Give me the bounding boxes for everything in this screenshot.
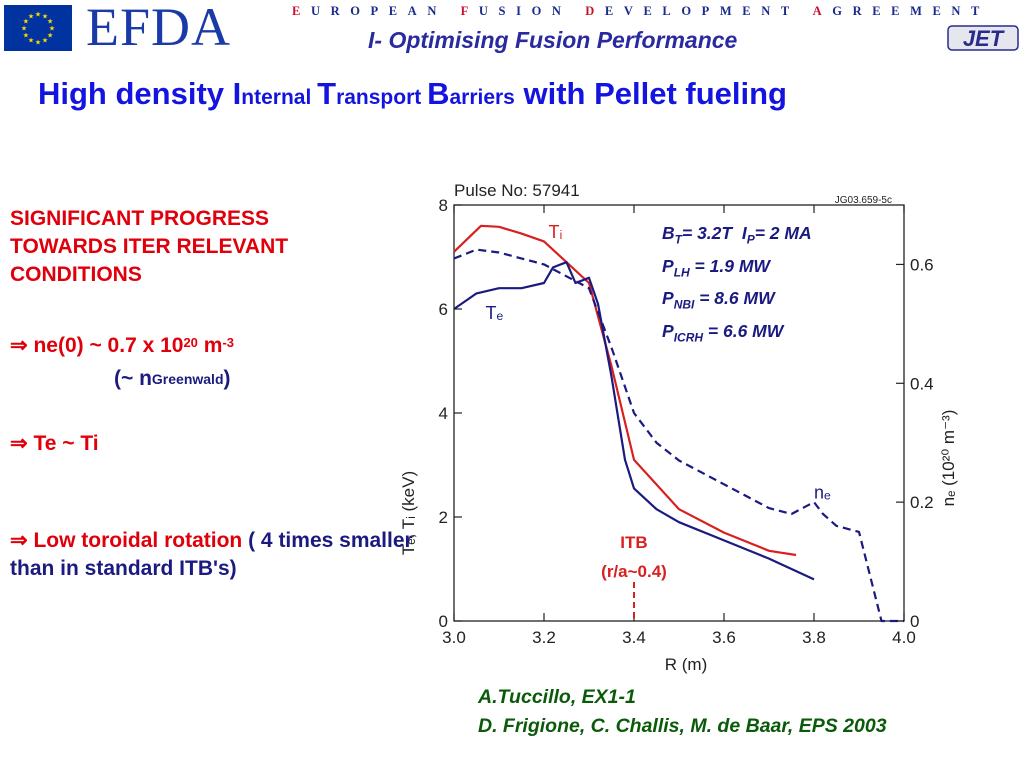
arrow-icon: ⇒ <box>10 432 28 455</box>
profile-chart: Pulse No: 57941 JG03.659-5c 3.0 3.2 3.4 3.6… <box>399 181 958 674</box>
efda-tagline: EUROPEAN FUSION DEVELOPMENT AGREEMENT <box>292 4 990 19</box>
y-axis-label: Tₑ, Tᵢ (keV) <box>399 471 418 555</box>
reference-line: D. Frigione, C. Challis, M. de Baar, EPS… <box>478 715 887 737</box>
y-tick-label: 6 <box>439 300 448 319</box>
slide-title: High density Internal Transport Barriers… <box>38 74 787 118</box>
title-part: B <box>427 76 450 111</box>
greenwald-open: (~ n <box>114 367 152 390</box>
progress-heading: SIGNIFICANT PROGRESS TOWARDS ITER RELEVA… <box>10 205 288 289</box>
greenwald-sub: Greenwald <box>151 371 224 387</box>
flag-star-icon: ★ <box>49 25 55 33</box>
tagline-initial: D <box>585 4 605 18</box>
unit-exponent: -3 <box>222 335 234 350</box>
progress-line: SIGNIFICANT PROGRESS <box>10 207 270 230</box>
title-part: I <box>232 76 242 111</box>
flag-star-icon: ★ <box>35 39 41 47</box>
greenwald-note: (~ nGreenwald) <box>114 365 231 393</box>
y2-axis-label: nₑ (10²⁰ m⁻³) <box>939 410 958 507</box>
flag-star-icon: ★ <box>47 32 53 40</box>
arrow-icon: ⇒ <box>10 529 28 552</box>
title-part: nternal <box>241 86 318 109</box>
tagline-initial: E <box>292 4 311 18</box>
jet-logo: JET <box>946 24 1020 52</box>
title-part: with Pellet fueling <box>514 76 787 111</box>
series-label-ne: nₑ <box>814 482 831 502</box>
flag-star-icon: ★ <box>47 18 53 26</box>
x-tick-label: 3.0 <box>442 628 466 647</box>
title-part: T <box>317 76 337 111</box>
param-bt-ip: BT= 3.2T IP= 2 MA <box>662 223 812 247</box>
chart-code: JG03.659-5c <box>835 195 892 206</box>
efda-logo: EFDA <box>86 0 232 57</box>
tagline-rest: EVELOPMENT <box>604 4 813 18</box>
series-line-2 <box>453 248 904 623</box>
tagline-rest: USION <box>478 4 586 18</box>
y2-tick-label: 0.6 <box>910 255 934 274</box>
eu-flag-icon: ★ ★ ★ ★ ★ ★ ★ ★ ★ ★ ★ ★ <box>4 5 72 51</box>
y-tick-label: 4 <box>439 404 448 423</box>
bullet-rotation: ⇒ Low toroidal rotation ( 4 times smalle… <box>10 527 430 583</box>
x-tick-label: 3.8 <box>802 628 826 647</box>
flag-star-icon: ★ <box>21 25 27 33</box>
title-part: High density <box>38 76 233 111</box>
tagline-initial: F <box>460 4 479 18</box>
tagline-rest: UROPEAN <box>310 4 461 18</box>
bullet-density-text: ne(0) ~ 0.7 x 10 <box>27 334 184 357</box>
bullet-temperature: ⇒ Te ~ Ti <box>10 430 99 458</box>
y2-tick-label: 0 <box>910 612 919 631</box>
progress-line: CONDITIONS <box>10 263 142 286</box>
y-tick-label: 2 <box>439 508 448 527</box>
x-tick-label: 3.6 <box>712 628 736 647</box>
param-plh: PLH = 1.9 MW <box>662 255 770 280</box>
bullet-temperature-text: Te ~ Ti <box>27 432 99 455</box>
series-line-1 <box>453 261 815 581</box>
arrow-icon: ⇒ <box>10 334 28 357</box>
itb-annotation-sub: (r/a~0.4) <box>601 562 667 581</box>
progress-line: TOWARDS ITER RELEVANT <box>10 235 289 258</box>
series-label-ti: Tᵢ <box>549 222 563 242</box>
flag-star-icon: ★ <box>23 32 29 40</box>
references: A.Tuccillo, EX1-1 D. Frigione, C. Challi… <box>478 683 887 741</box>
series-label-te: Tₑ <box>486 303 504 323</box>
x-tick-label: 4.0 <box>892 628 916 647</box>
page-subtitle: I- Optimising Fusion Performance <box>368 27 738 53</box>
jet-logo-text: JET <box>963 26 1005 51</box>
y-tick-label: 8 <box>439 196 448 215</box>
flag-star-icon: ★ <box>28 12 34 20</box>
chart-title: Pulse No: 57941 <box>454 181 580 200</box>
reference-line: A.Tuccillo, EX1-1 <box>478 686 636 708</box>
flag-star-icon: ★ <box>42 37 48 45</box>
x-tick-label: 3.2 <box>532 628 556 647</box>
flag-star-icon: ★ <box>28 37 34 45</box>
x-tick-label: 3.4 <box>622 628 646 647</box>
tagline-rest: GREEMENT <box>832 4 990 18</box>
title-part: ransport <box>336 86 428 109</box>
bullet-rotation-rest: ( 4 times smaller than in standard ITB's… <box>10 529 413 580</box>
param-pnbi: PNBI = 8.6 MW <box>662 288 775 312</box>
bullet-rotation-red: Low toroidal rotation <box>27 529 243 552</box>
param-picrh: PICRH = 6.6 MW <box>662 320 784 345</box>
flag-star-icon: ★ <box>42 12 48 20</box>
itb-annotation: ITB <box>620 533 647 552</box>
flag-star-icon: ★ <box>35 11 41 19</box>
tagline-initial: A <box>812 4 833 18</box>
x-axis-label: R (m) <box>665 655 707 674</box>
exponent: 20 <box>183 335 198 350</box>
y2-tick-label: 0.2 <box>910 493 934 512</box>
plasma-parameters: BT= 3.2T IP= 2 MA PLH = 1.9 MW PNBI = 8.… <box>662 220 812 350</box>
flag-star-icon: ★ <box>23 18 29 26</box>
y2-tick-label: 0.4 <box>910 374 934 393</box>
series-line-0 <box>453 224 797 557</box>
title-part: arriers <box>449 86 515 109</box>
unit: m <box>197 334 223 357</box>
greenwald-close: ) <box>223 367 231 390</box>
bullet-density: ⇒ ne(0) ~ 0.7 x 1020 m-3 <box>10 332 234 360</box>
y-tick-label: 0 <box>439 612 448 631</box>
